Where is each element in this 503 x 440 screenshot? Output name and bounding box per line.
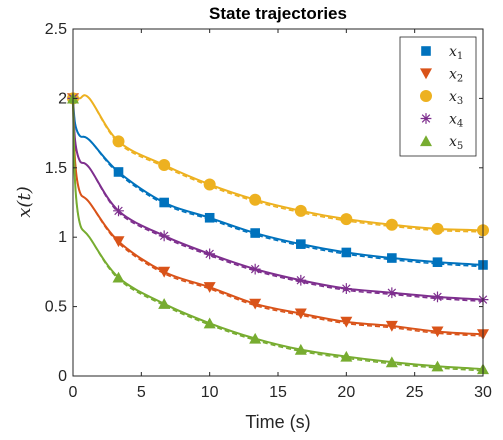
- legend-item: x3: [420, 89, 463, 107]
- legend-marker: [420, 68, 432, 80]
- x-tick-label: 25: [406, 384, 424, 401]
- legend-label: x3: [449, 89, 463, 107]
- x-tick-label: 15: [269, 384, 287, 401]
- series-5: [67, 92, 489, 375]
- data-point: [249, 193, 262, 206]
- data-point: [112, 271, 125, 283]
- data-point: [340, 283, 352, 294]
- data-point: [340, 316, 353, 328]
- legend-label: x4: [449, 112, 463, 130]
- legend-label: x2: [449, 67, 463, 85]
- x-axis-label: Time (s): [245, 412, 310, 432]
- data-point: [250, 228, 260, 238]
- y-tick-label: 1.5: [45, 160, 67, 177]
- data-point: [249, 298, 262, 310]
- data-point: [159, 197, 169, 208]
- legend-item: x2: [420, 67, 463, 85]
- data-point: [203, 178, 216, 191]
- data-point: [296, 239, 306, 249]
- legend-marker: [420, 135, 432, 147]
- y-axis-label: x(t): [14, 186, 35, 217]
- tick-layer: 0 5 10 15 20 25 30 0 0.5 1 1.5 2 2.5: [45, 21, 492, 401]
- series-layer: [67, 92, 489, 375]
- y-tick-label: 2.5: [45, 21, 67, 38]
- data-point: [295, 274, 307, 286]
- data-point: [431, 222, 444, 235]
- legend-item: x4: [420, 112, 463, 130]
- data-point: [432, 291, 443, 303]
- x-tick-label: 10: [201, 384, 219, 401]
- data-point: [249, 263, 261, 275]
- data-point: [249, 332, 262, 344]
- data-point: [387, 253, 397, 263]
- y-tick-label: 0: [58, 368, 67, 385]
- data-point: [204, 212, 215, 223]
- data-point: [341, 247, 352, 258]
- data-point: [113, 205, 124, 217]
- data-point: [294, 204, 307, 217]
- data-point: [431, 360, 444, 372]
- data-point: [158, 266, 171, 278]
- legend-marker: [420, 113, 432, 124]
- legend-marker: [421, 46, 431, 56]
- legend-item: x1: [421, 44, 463, 62]
- x-tick-label: 5: [137, 384, 146, 401]
- data-point: [294, 308, 307, 320]
- x-tick-label: 0: [69, 384, 78, 401]
- x-tick-label: 30: [474, 384, 492, 401]
- y-tick-label: 2: [58, 90, 67, 107]
- data-point: [340, 350, 353, 362]
- data-point: [385, 218, 398, 231]
- data-point: [340, 213, 353, 226]
- data-point: [432, 257, 443, 267]
- data-point: [112, 236, 125, 248]
- data-point: [158, 159, 171, 172]
- data-point: [203, 317, 216, 329]
- data-point: [385, 356, 398, 368]
- legend-label: x1: [449, 44, 463, 62]
- data-point: [385, 320, 398, 332]
- data-point: [386, 287, 398, 299]
- data-point: [294, 343, 307, 355]
- legend-box: [399, 36, 477, 157]
- data-point: [431, 326, 444, 338]
- y-tick-label: 1: [58, 229, 67, 246]
- legend-marker: [420, 90, 432, 102]
- data-point: [158, 230, 170, 242]
- chart-title: State trajectories: [209, 4, 347, 23]
- legend: x1 x2 x3 x4 x5: [399, 36, 477, 157]
- data-point: [204, 248, 216, 260]
- y-tick-label: 0.5: [45, 299, 67, 316]
- data-point: [203, 282, 216, 293]
- data-point: [112, 135, 125, 148]
- data-point: [113, 167, 124, 177]
- x-tick-label: 20: [337, 384, 355, 401]
- legend-item: x5: [420, 134, 463, 152]
- series-2: [67, 93, 489, 341]
- legend-label: x5: [449, 134, 463, 152]
- data-point: [158, 298, 171, 309]
